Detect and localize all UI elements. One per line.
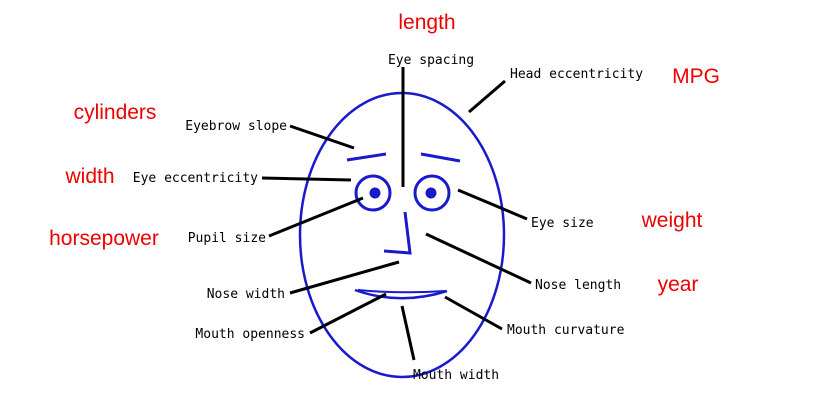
leader-head-eccentricity xyxy=(468,79,506,114)
leader-mouth-curvature xyxy=(444,295,503,331)
label-mouth-openness: Mouth openness xyxy=(195,327,305,342)
right-eyebrow xyxy=(420,152,461,163)
leader-nose-length xyxy=(425,232,532,285)
leader-pupil-size xyxy=(268,196,364,238)
right-pupil xyxy=(425,187,437,199)
left-eyebrow xyxy=(346,152,387,162)
label-nose-length: Nose length xyxy=(535,278,621,293)
left-pupil xyxy=(369,187,381,199)
leader-nose-width xyxy=(289,260,400,295)
variable-year: year xyxy=(658,273,699,296)
label-eye-size: Eye size xyxy=(531,216,594,231)
leader-mouth-openness xyxy=(309,292,387,335)
label-mouth-curvature: Mouth curvature xyxy=(507,323,625,338)
variable-mpg: MPG xyxy=(672,65,720,88)
label-pupil-size: Pupil size xyxy=(188,231,266,246)
label-head-eccentricity: Head eccentricity xyxy=(510,67,643,82)
right-eye xyxy=(413,174,451,212)
leader-eyebrow-slope xyxy=(289,124,355,150)
label-eyebrow-slope: Eyebrow slope xyxy=(185,119,287,134)
variable-cylinders: cylinders xyxy=(74,101,157,124)
feature-labels: Eye spacing Head eccentricity Eyebrow sl… xyxy=(133,53,643,383)
label-mouth-width: Mouth width xyxy=(413,368,499,383)
variable-length: length xyxy=(398,11,455,34)
variable-labels: length MPG cylinders width horsepower we… xyxy=(49,11,720,296)
nose xyxy=(383,211,412,255)
variable-horsepower: horsepower xyxy=(49,227,159,250)
label-eye-eccentricity: Eye eccentricity xyxy=(133,171,258,186)
leader-eye-size xyxy=(457,188,528,221)
leader-mouth-width xyxy=(400,305,416,361)
variable-weight: weight xyxy=(641,209,703,232)
leader-lines xyxy=(261,67,532,361)
leader-eye-eccentricity xyxy=(261,176,352,182)
mouth-lower-lip xyxy=(354,288,448,300)
label-nose-width: Nose width xyxy=(207,287,285,302)
variable-width: width xyxy=(64,165,114,188)
mouth-upper-lip xyxy=(357,289,446,294)
left-eye xyxy=(354,174,392,212)
label-eye-spacing: Eye spacing xyxy=(388,53,474,68)
